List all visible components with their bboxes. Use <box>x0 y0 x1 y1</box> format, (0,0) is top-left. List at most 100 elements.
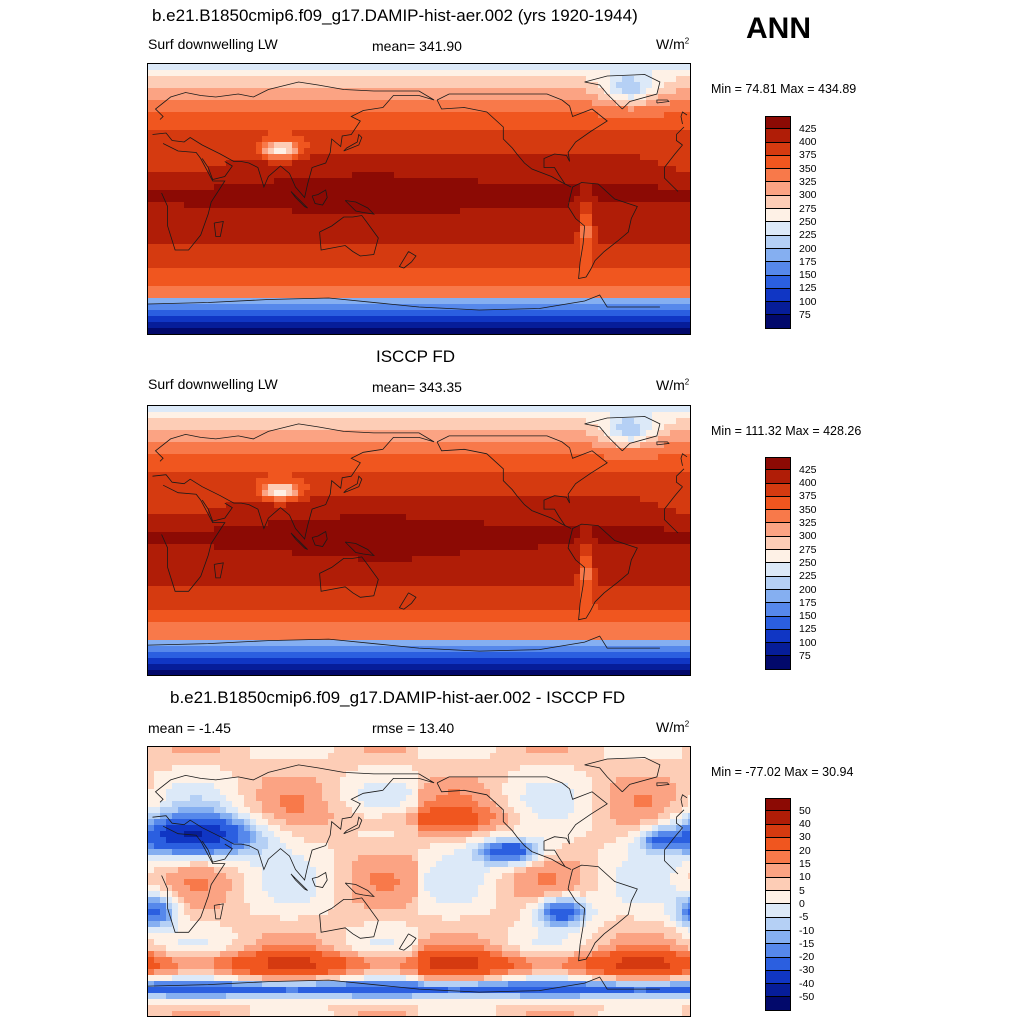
panel1-map <box>147 63 691 335</box>
colorbar-box <box>765 877 791 892</box>
colorbar-box <box>765 155 791 170</box>
colorbar-box <box>765 616 791 630</box>
colorbar-box <box>765 235 791 249</box>
colorbar-box <box>765 275 791 289</box>
colorbar-box <box>765 209 791 223</box>
coastline <box>567 864 638 962</box>
colorbar-label: 350 <box>799 162 817 175</box>
colorbar-label: 200 <box>799 583 817 596</box>
panel2-mean-label: mean= 343.35 <box>372 379 462 395</box>
panel1-colorbar: 425 400 375 350 325 300 275 250 225 200 175 150 125 1… <box>765 116 817 329</box>
panel1-units: W/m2 <box>656 36 689 52</box>
panel2-minmax: Min = 111.32 Max = 428.26 <box>711 424 862 438</box>
coastline <box>152 81 685 199</box>
colorbar-label: 300 <box>799 189 817 202</box>
colorbar-label: 175 <box>799 596 817 609</box>
colorbar-label: 250 <box>799 215 817 228</box>
colorbar-box <box>765 643 791 657</box>
panel2-colorbar: 425 400 375 350 325 300 275 250 225 200 175 150 125 1… <box>765 457 817 670</box>
colorbar-box <box>765 957 791 971</box>
colorbar-box <box>765 496 791 511</box>
colorbar-label: 300 <box>799 530 817 543</box>
colorbar-box <box>765 824 791 838</box>
colorbar-box <box>765 589 791 604</box>
colorbar-box <box>765 457 791 471</box>
colorbar-box <box>765 944 791 958</box>
panel1-mean-label: mean= 341.90 <box>372 38 462 54</box>
coastline <box>311 871 328 888</box>
colorbar-box <box>765 798 791 812</box>
panel1-units-sup: 2 <box>684 36 690 46</box>
colorbar-label: 100 <box>799 636 817 649</box>
coastline <box>201 499 233 522</box>
coastline <box>656 782 670 787</box>
coastline <box>152 764 685 881</box>
coastline <box>567 182 638 279</box>
colorbar-box <box>765 523 791 537</box>
panel1-minmax: Min = 74.81 Max = 434.89 <box>711 82 857 96</box>
colorbar-box <box>765 656 791 670</box>
colorbar-box <box>765 288 791 303</box>
colorbar-label: 125 <box>799 282 817 295</box>
coastline <box>290 532 308 550</box>
colorbar-box <box>765 116 791 130</box>
colorbar-box <box>765 182 791 196</box>
colorbar-box <box>765 851 791 865</box>
panel3-units: W/m2 <box>656 719 689 735</box>
coastline <box>319 897 379 939</box>
colorbar-label: 75 <box>799 309 811 321</box>
coastline <box>680 794 688 807</box>
panel2-title: ISCCP FD <box>376 347 456 366</box>
coastline <box>344 882 375 897</box>
colorbar-box <box>765 536 791 551</box>
colorbar-box <box>765 576 791 590</box>
coastline <box>436 435 608 529</box>
coastline <box>343 133 363 152</box>
coastline <box>584 757 661 793</box>
colorbar-label: 275 <box>799 543 817 556</box>
coastline <box>398 592 417 610</box>
coastline <box>213 562 224 579</box>
panel3-title: b.e21.B1850cmip6.f09_g17.DAMIP-hist-aer.… <box>170 688 626 707</box>
colorbar-label: 275 <box>799 202 817 215</box>
colorbar-label: 40 <box>799 818 811 831</box>
colorbar-box <box>765 891 791 905</box>
coastline <box>161 484 683 592</box>
colorbar-label: 400 <box>799 136 817 149</box>
colorbar-label: 400 <box>799 477 817 490</box>
colorbar-label: -30 <box>799 964 815 977</box>
colorbar-box <box>765 169 791 183</box>
coastline <box>584 416 661 452</box>
coastline <box>213 221 224 237</box>
coastline <box>201 158 233 180</box>
colorbar-box <box>765 302 791 316</box>
colorbar-label: 200 <box>799 242 817 255</box>
colorbar-label: 5 <box>799 884 805 897</box>
colorbar-box <box>765 603 791 617</box>
colorbar-box <box>765 195 791 210</box>
colorbar-label: 250 <box>799 556 817 569</box>
colorbar-box <box>765 811 791 825</box>
colorbar-box <box>765 864 791 878</box>
colorbar-box <box>765 930 791 945</box>
coastline <box>148 635 660 652</box>
coastline <box>311 189 328 206</box>
colorbar-box <box>765 550 791 564</box>
coastline <box>436 776 608 870</box>
coastline <box>584 74 661 110</box>
coastline <box>656 441 670 446</box>
panel2-variable-label: Surf downwelling LW <box>148 376 278 392</box>
colorbar-label: 75 <box>799 650 811 662</box>
colorbar-label: 425 <box>799 122 817 135</box>
coastline <box>344 541 375 556</box>
colorbar-label: -10 <box>799 924 815 937</box>
panel3-rmse-label: rmse = 13.40 <box>372 720 455 736</box>
coastline <box>311 530 328 547</box>
map-field <box>148 747 690 1016</box>
coastline <box>290 191 308 209</box>
panel2-map <box>147 405 691 676</box>
colorbar-label: 225 <box>799 570 817 583</box>
panel2-units-sup: 2 <box>684 377 690 387</box>
coastline <box>290 873 308 891</box>
season-label: ANN <box>746 12 811 45</box>
